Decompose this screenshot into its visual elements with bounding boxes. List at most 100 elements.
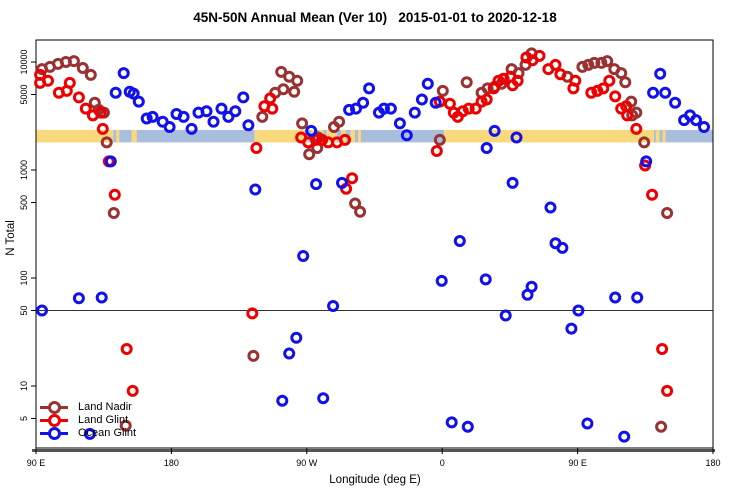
data-point (350, 102, 362, 115)
data-point (277, 83, 290, 96)
data-point (42, 74, 54, 87)
y-tick-label: 5000 (19, 84, 29, 104)
data-point (297, 250, 310, 262)
data-point (215, 102, 228, 115)
data-point (249, 183, 262, 196)
data-point (310, 178, 323, 191)
data-point (582, 58, 595, 71)
data-point (588, 56, 601, 69)
data-point (565, 322, 578, 335)
data-point (469, 102, 482, 115)
data-point (94, 106, 107, 119)
y-tick-label: 10000 (19, 49, 29, 74)
data-point (435, 274, 448, 287)
data-point (510, 131, 523, 144)
data-point (104, 155, 117, 168)
data-point (626, 109, 639, 122)
data-point (619, 76, 632, 89)
data-point (581, 417, 594, 430)
data-point (481, 82, 494, 95)
data-point (521, 288, 534, 301)
data-point (690, 114, 702, 127)
data-point (357, 96, 370, 109)
data-point (120, 343, 133, 355)
surface-band-segment-land (116, 129, 120, 143)
data-point (506, 79, 519, 92)
data-point (585, 86, 598, 99)
data-point (109, 86, 122, 99)
data-point (479, 273, 492, 286)
x-tick-label: 90 E (568, 458, 587, 468)
surface-band-segment-land (444, 129, 654, 143)
surface-band-segment-land (36, 129, 114, 143)
data-point (354, 205, 367, 218)
data-point (266, 102, 279, 115)
data-point (256, 110, 269, 123)
data-point (275, 65, 288, 78)
data-point (408, 106, 421, 119)
data-point (67, 55, 80, 68)
data-point (400, 129, 413, 142)
data-point (119, 419, 132, 432)
legend-item-ocean-glint: Ocean Glint (40, 427, 136, 440)
data-point (250, 142, 263, 154)
data-point (433, 133, 446, 146)
data-point (95, 291, 108, 304)
data-point (140, 112, 153, 125)
data-point (462, 102, 475, 115)
data-point (669, 96, 682, 109)
data-point (647, 86, 660, 99)
data-point (290, 331, 303, 344)
x-tick-label: 0 (440, 458, 445, 468)
y-tick-label: 100 (19, 270, 29, 285)
data-point (661, 384, 674, 397)
data-point (327, 300, 340, 312)
data-point (506, 176, 519, 189)
surface-band-segment-land (350, 129, 355, 143)
data-point (276, 394, 289, 407)
legend-item-land-glint: Land Glint (40, 414, 136, 427)
x-axis-title: Longitude (deg E) (329, 474, 421, 486)
y-tick-label: 500 (19, 195, 29, 210)
surface-band-segment-ocean (653, 129, 713, 143)
data-point (283, 347, 296, 360)
data-point (630, 122, 643, 135)
legend-label: Land Glint (78, 414, 129, 426)
surface-band-segment-ocean (113, 129, 255, 143)
data-point (640, 155, 653, 168)
data-point (460, 76, 473, 89)
data-point (146, 110, 159, 123)
data-point (72, 292, 85, 305)
surface-band-segment-ocean (336, 129, 445, 143)
data-point (339, 133, 351, 146)
data-point (480, 142, 493, 154)
data-point (572, 304, 585, 317)
data-point (661, 207, 674, 219)
legend: Land Nadir Land Glint Ocean Glint (40, 401, 136, 440)
plot-frame (35, 39, 714, 449)
data-point (222, 110, 235, 123)
data-point (591, 84, 604, 97)
data-point (615, 67, 628, 80)
surface-band-segment-land (131, 129, 137, 143)
data-point (296, 117, 309, 130)
data-point (453, 235, 466, 247)
data-point (576, 60, 589, 73)
x-tick-label: 180 (164, 458, 179, 468)
data-point (556, 241, 569, 254)
ocean-glint-marker-icon (40, 427, 70, 440)
data-point (242, 119, 255, 132)
data-point (656, 343, 669, 355)
data-point (177, 110, 190, 123)
data-point (461, 420, 474, 433)
data-point (246, 307, 259, 320)
y-tick-label: 5 (19, 416, 29, 421)
data-point (229, 105, 242, 118)
legend-item-land-nadir: Land Nadir (40, 401, 136, 414)
land-nadir-marker-icon (40, 401, 70, 414)
data-point (76, 62, 89, 74)
legend-label: Land Nadir (78, 401, 132, 413)
surface-band-segment-land (662, 129, 666, 143)
